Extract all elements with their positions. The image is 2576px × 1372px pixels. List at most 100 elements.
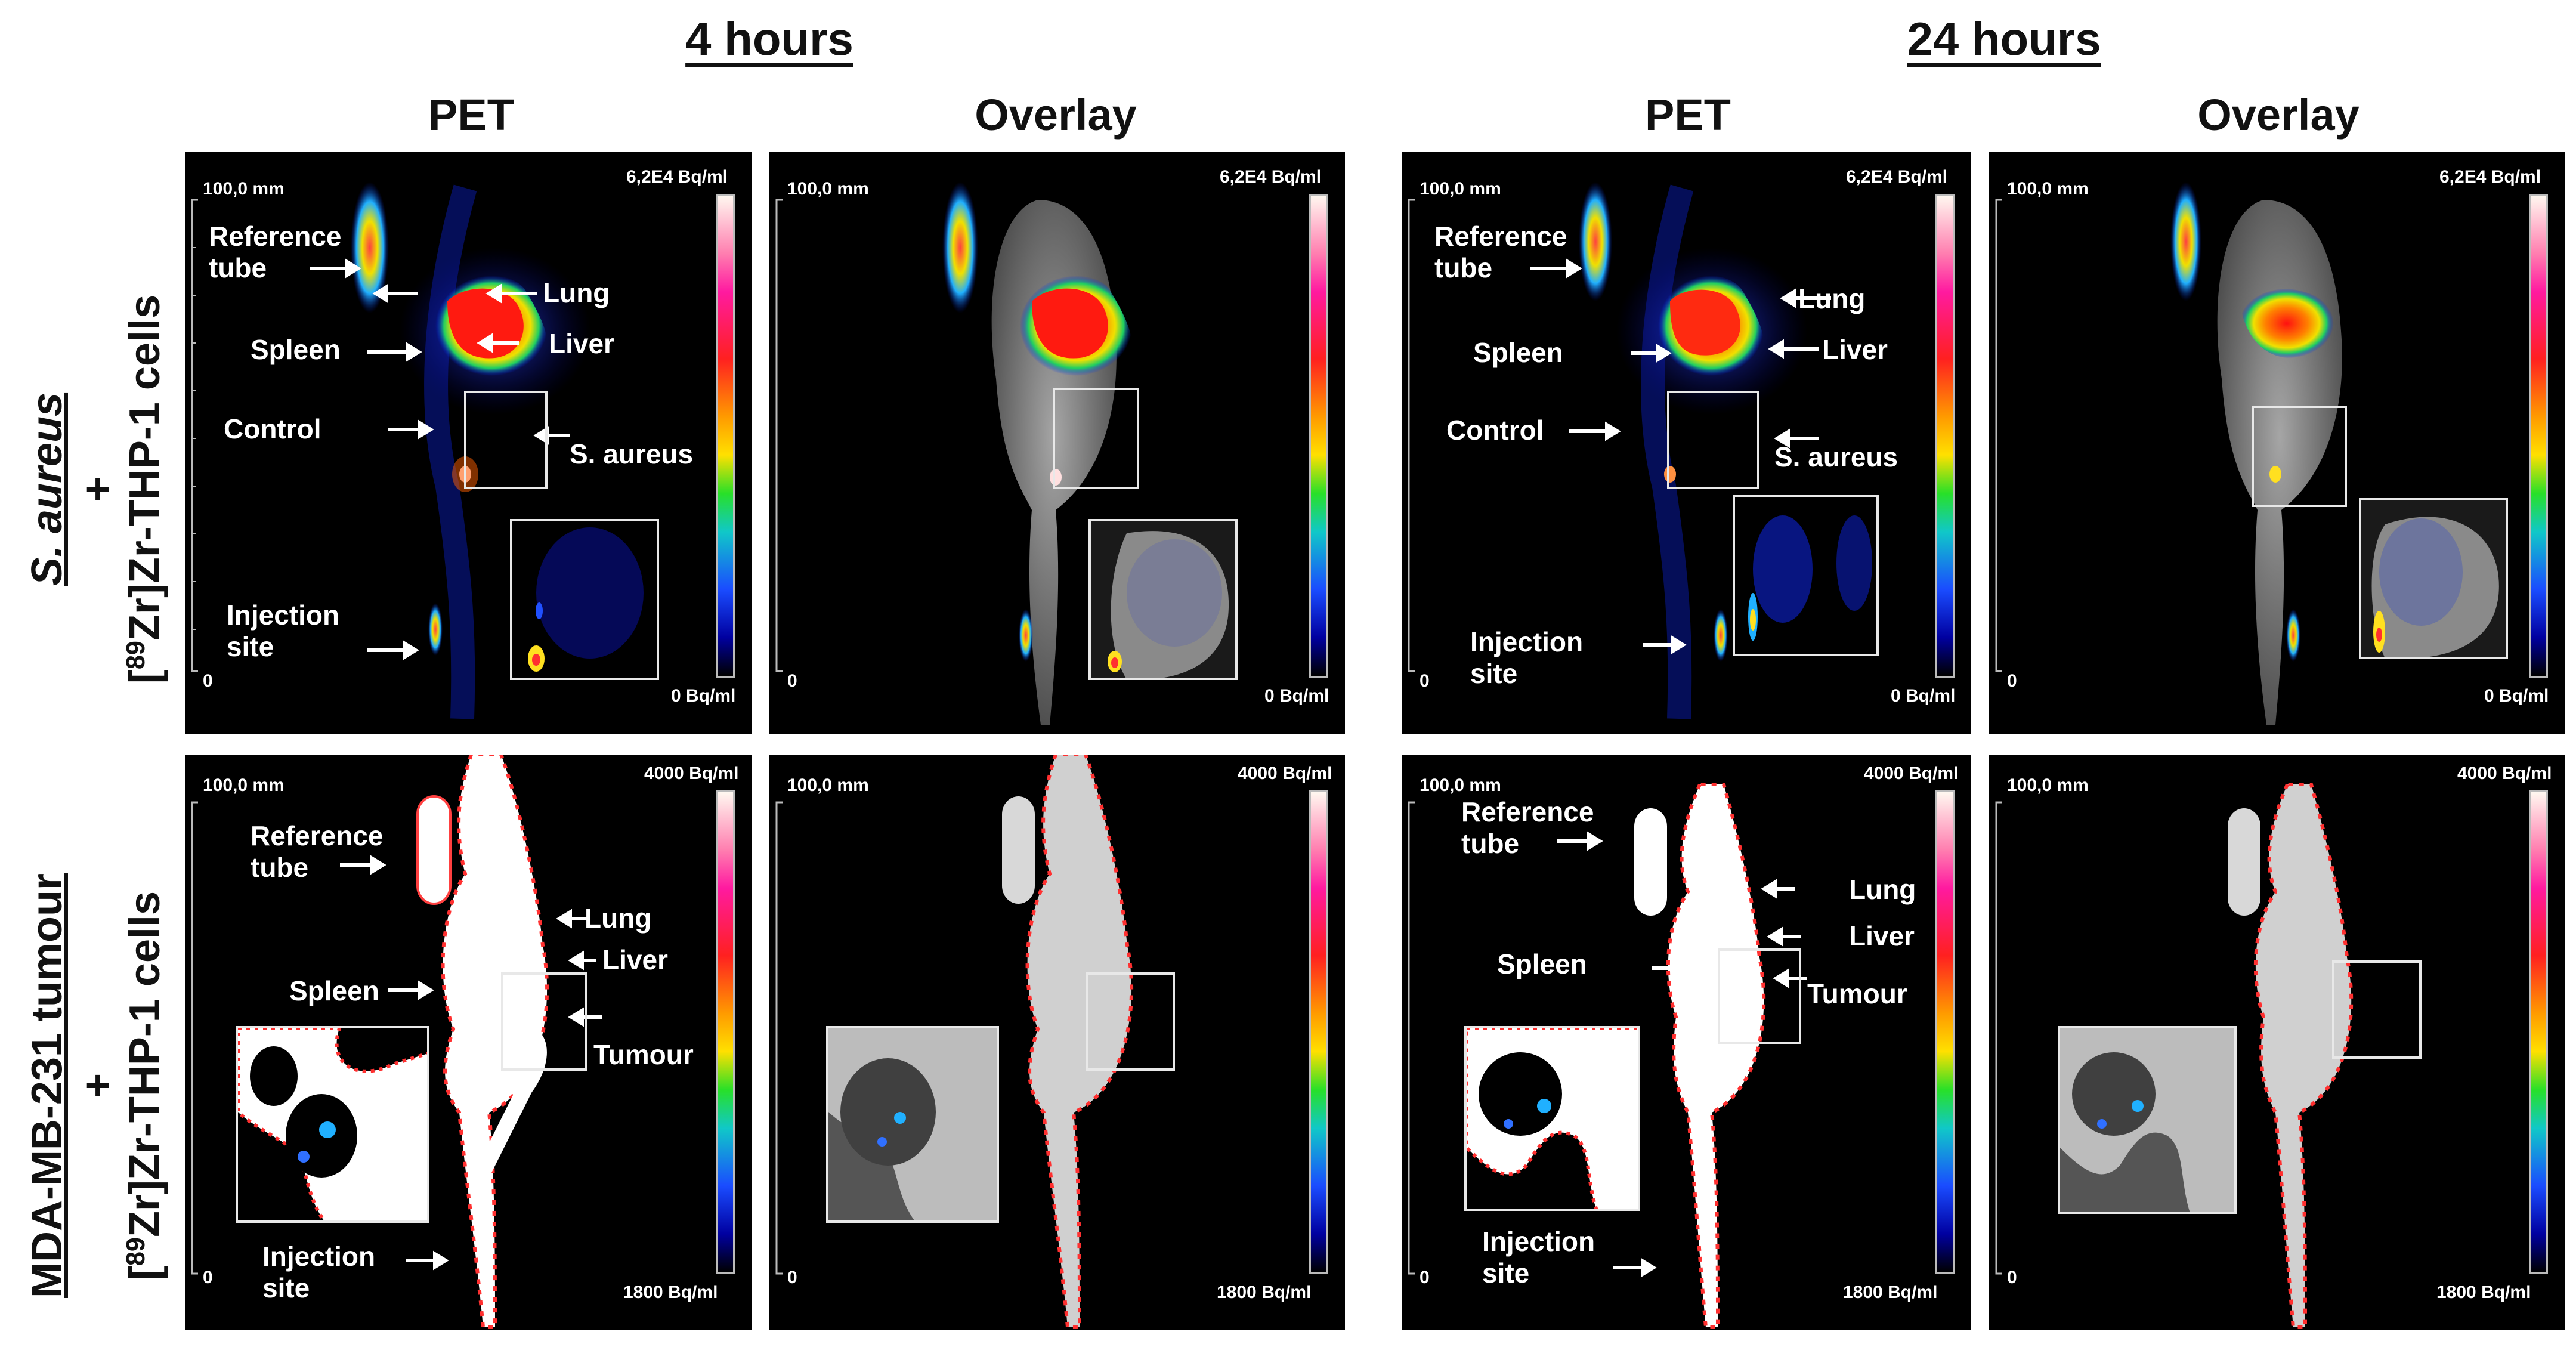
colorbar-min-label: 0 Bq/ml: [1264, 686, 1329, 706]
label-lung: Lung: [1798, 283, 1866, 314]
roi-box: [2332, 960, 2422, 1059]
inset-image: [238, 1028, 427, 1220]
colorbar-max-label: 4000 Bq/ml: [1864, 764, 1959, 783]
scale-mm-label: 100,0 mm: [1420, 179, 1501, 199]
row-label-tumour-line1: MDA-MB-231 tumour: [23, 873, 71, 1298]
label-lung: Lung: [585, 903, 652, 934]
roi-box: [1667, 391, 1759, 489]
colorbar: [2529, 194, 2548, 678]
colorbar-min-label: 1800 Bq/ml: [1217, 1283, 1312, 1302]
label-tumour: Tumour: [1807, 978, 1907, 1009]
label-reference-tube: Reference tube: [251, 820, 384, 883]
colorbar: [1935, 194, 1955, 678]
colorbar-max-label: 6,2E4 Bq/ml: [1846, 167, 1948, 187]
inset-zoom: [2058, 1026, 2237, 1214]
label-liver: Liver: [1822, 334, 1888, 365]
inset-image: [2060, 1028, 2234, 1212]
scale-mm-label: 100,0 mm: [787, 179, 869, 199]
colorbar-max-label: 6,2E4 Bq/ml: [2439, 167, 2541, 187]
label-lung: Lung: [543, 277, 610, 308]
scale-mm-label: 100,0 mm: [1420, 775, 1501, 795]
colorbar-max-label: 4000 Bq/ml: [2457, 764, 2552, 783]
panel-pet-24h-s-aureus: 100,0 mm 0 6,2E4 Bq/ml 0 Bq/ml Reference…: [1402, 152, 1971, 734]
label-injection-site: Injection site: [1482, 1226, 1595, 1288]
row-label-plus: +: [74, 1073, 122, 1099]
colorbar-min-label: 0 Bq/ml: [2484, 686, 2549, 706]
overlay-image: [1995, 182, 2342, 725]
inset-image: [528, 527, 644, 672]
colorbar-max-label: 4000 Bq/ml: [644, 764, 739, 783]
colorbar-min-label: 0 Bq/ml: [1891, 686, 1956, 706]
inset-zoom: [510, 519, 659, 680]
header-4-hours: 4 hours: [685, 13, 853, 65]
panel-pet-4h-s-aureus: 100,0 mm 0 6,2E4 Bq/ml 0 Bq/ml Reference…: [185, 152, 752, 734]
scale-mm-label: 100,0 mm: [787, 775, 869, 795]
colorbar: [1309, 790, 1328, 1274]
scale-zero-label: 0: [2007, 671, 2017, 691]
scale-mm-label: 100,0 mm: [2007, 775, 2089, 795]
label-liver: Liver: [1849, 920, 1915, 951]
header-24-hours: 24 hours: [1907, 13, 2101, 65]
scale-zero-label: 0: [2007, 1268, 2017, 1287]
label-injection-site: Injection site: [262, 1241, 376, 1303]
inset-zoom: [2359, 498, 2508, 659]
colorbar-min-label: 1800 Bq/ml: [1843, 1283, 1938, 1302]
row-label-plus: +: [74, 476, 122, 502]
roi-box: [1718, 948, 1801, 1044]
arrow-group: [310, 258, 570, 660]
pet-image: [191, 182, 590, 719]
panel-overlay-4h-s-aureus: 100,0 mm 0 6,2E4 Bq/ml 0 Bq/ml: [769, 152, 1345, 734]
row-label-s-aureus-line1: S. aureus: [23, 392, 71, 586]
label-injection-site: Injection site: [227, 600, 340, 662]
panel-pet-4h-tumour: 100,0 mm 0 4000 Bq/ml 1800 Bq/ml Referen…: [185, 755, 752, 1330]
inset-zoom: [826, 1026, 999, 1223]
scale-zero-label: 0: [1420, 671, 1430, 691]
colorbar: [2529, 790, 2548, 1274]
label-s-aureus: S. aureus: [570, 438, 694, 469]
label-s-aureus: S. aureus: [1774, 441, 1898, 472]
inset-image: [2371, 517, 2499, 657]
panel-pet-24h-tumour: 100,0 mm 0 4000 Bq/ml 1800 Bq/ml Referen…: [1402, 755, 1971, 1330]
scale-mm-label: 100,0 mm: [2007, 179, 2089, 199]
scale-zero-label: 0: [787, 671, 797, 691]
label-liver: Liver: [549, 328, 614, 359]
panel-overlay-24h-s-aureus: 100,0 mm 0 6,2E4 Bq/ml 0 Bq/ml: [1989, 152, 2565, 734]
colorbar: [716, 194, 735, 678]
colorbar: [1309, 194, 1328, 678]
col-header-overlay-24h: Overlay: [2197, 90, 2359, 140]
pet-image: [1408, 182, 1831, 719]
row-label-tracer: [89Zr]Zr-THP-1 cells: [121, 294, 169, 684]
panel-overlay-24h-tumour: 100,0 mm 0 4000 Bq/ml 1800 Bq/ml: [1989, 755, 2565, 1330]
row-label-tumour: MDA-MB-231 tumour + [89Zr]Zr-THP-1 cells: [23, 799, 169, 1372]
scale-mm-label: 100,0 mm: [203, 179, 284, 199]
label-lung: Lung: [1849, 874, 1916, 905]
arrow-group: [340, 855, 602, 1271]
inset-zoom: [1733, 495, 1879, 656]
roi-box: [1086, 972, 1175, 1071]
inset-image: [828, 1028, 997, 1220]
pet-image: [1408, 783, 1807, 1329]
label-control: Control: [1446, 415, 1544, 446]
arrow-group: [1530, 258, 1831, 655]
scale-zero-label: 0: [203, 671, 213, 691]
roi-box: [2252, 406, 2347, 507]
col-header-overlay-4h: Overlay: [975, 90, 1137, 140]
colorbar-max-label: 4000 Bq/ml: [1238, 764, 1332, 783]
label-spleen: Spleen: [289, 975, 379, 1006]
pet-image: [191, 755, 602, 1329]
label-reference-tube: Reference tube: [209, 221, 342, 283]
label-reference-tube: Reference tube: [1434, 221, 1567, 283]
label-reference-tube: Reference tube: [1461, 796, 1594, 859]
inset-image: [1108, 531, 1229, 678]
arrow-group: [1557, 831, 1807, 1278]
col-header-pet-24h: PET: [1645, 90, 1731, 140]
overlay-image: [775, 755, 1134, 1329]
roi-box: [464, 391, 548, 489]
colorbar-min-label: 0 Bq/ml: [671, 686, 736, 706]
row-label-s-aureus: S. aureus + [89Zr]Zr-THP-1 cells: [23, 251, 169, 728]
label-spleen: Spleen: [1473, 337, 1563, 368]
scale-zero-label: 0: [203, 1268, 213, 1287]
colorbar-max-label: 6,2E4 Bq/ml: [626, 167, 728, 187]
label-tumour: Tumour: [593, 1039, 694, 1070]
